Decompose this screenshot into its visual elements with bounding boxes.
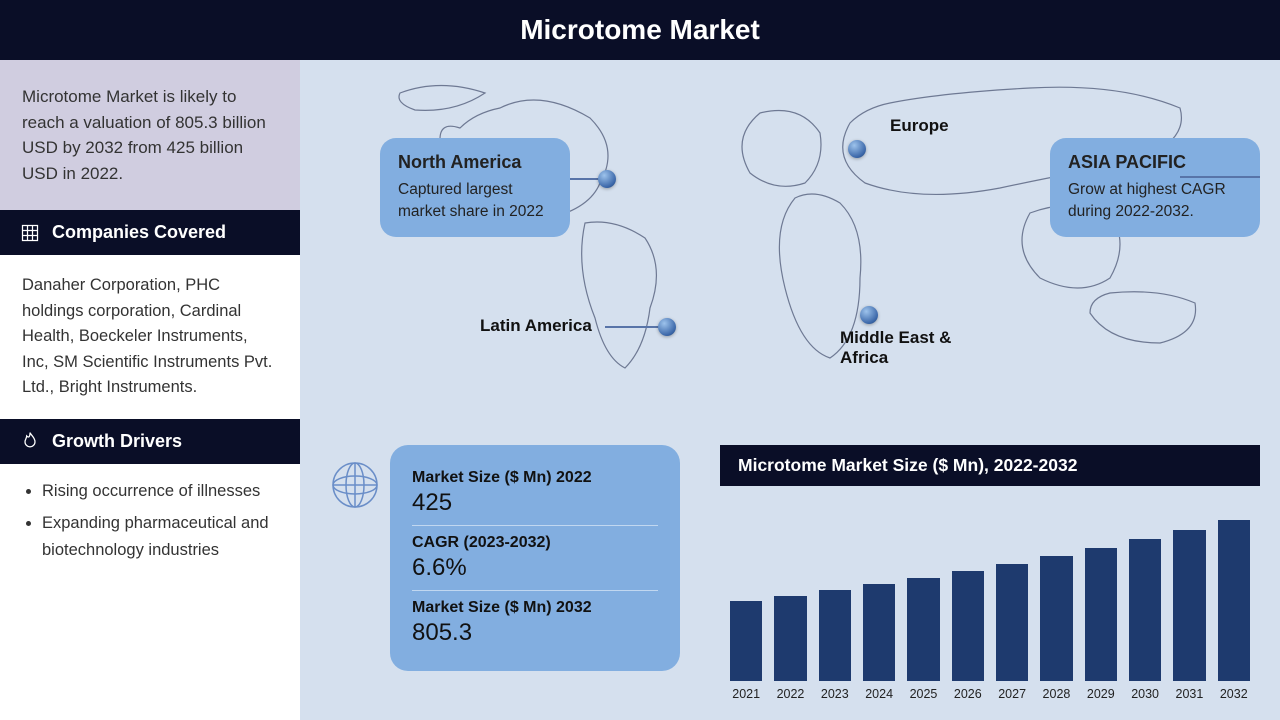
region-title: ASIA PACIFIC [1068,150,1242,175]
sidebar: Microtome Market is likely to reach a va… [0,60,300,720]
stat-value: 425 [412,489,658,517]
region-mea: Middle East & Africa [840,328,970,368]
chart-bar [952,571,984,681]
drivers-list: Rising occurrence of illnesses Expanding… [0,464,300,587]
stat-value: 6.6% [412,554,658,582]
globe-icon [330,460,380,510]
chart-bar [996,564,1028,681]
x-tick-label: 2022 [774,687,806,701]
stat-label: CAGR (2023-2032) [412,534,658,552]
chart-bar [1085,548,1117,681]
stat-label: Market Size ($ Mn) 2022 [412,469,658,487]
x-tick-label: 2029 [1085,687,1117,701]
region-europe: Europe [890,116,949,136]
x-tick-label: 2026 [952,687,984,701]
x-tick-label: 2025 [907,687,939,701]
drivers-head-label: Growth Drivers [52,431,182,452]
map-marker [848,140,866,158]
region-desc: Captured largest market share in 2022 [398,179,552,222]
stat-cagr: CAGR (2023-2032) 6.6% [412,526,658,591]
map-marker [658,318,676,336]
stat-size-2022: Market Size ($ Mn) 2022 425 [412,461,658,526]
region-desc: Grow at highest CAGR during 2022-2032. [1068,179,1242,222]
market-stats-card: Market Size ($ Mn) 2022 425 CAGR (2023-2… [390,445,680,671]
stat-label: Market Size ($ Mn) 2032 [412,599,658,617]
stat-value: 805.3 [412,619,658,647]
x-tick-label: 2021 [730,687,762,701]
x-tick-label: 2028 [1040,687,1072,701]
chart-bar [1040,556,1072,681]
region-latin-america: Latin America [480,316,592,336]
map-connector [605,326,660,328]
chart-bar [730,601,762,681]
companies-header: Companies Covered [0,210,300,255]
map-connector [1180,176,1260,178]
main-area: North America Captured largest market sh… [300,60,1280,720]
x-tick-label: 2023 [819,687,851,701]
region-asia-pacific: ASIA PACIFIC Grow at highest CAGR during… [1050,138,1260,237]
chart-bar [1173,530,1205,681]
world-map: North America Captured largest market sh… [330,68,1260,398]
grid-icon [20,223,40,243]
page-title: Microtome Market [0,0,1280,60]
region-title: North America [398,150,552,175]
market-chart: Microtome Market Size ($ Mn), 2022-2032 … [720,445,1260,701]
stat-size-2032: Market Size ($ Mn) 2032 805.3 [412,591,658,655]
chart-bar [819,590,851,681]
flame-icon [20,431,40,451]
x-tick-label: 2027 [996,687,1028,701]
drivers-header: Growth Drivers [0,419,300,464]
market-summary: Microtome Market is likely to reach a va… [0,60,300,210]
chart-body [720,486,1260,681]
companies-head-label: Companies Covered [52,222,226,243]
x-tick-label: 2032 [1218,687,1250,701]
chart-bar [774,596,806,681]
x-tick-label: 2030 [1129,687,1161,701]
companies-text: Danaher Corporation, PHC holdings corpor… [0,255,300,419]
driver-item: Expanding pharmaceutical and biotechnolo… [42,510,278,563]
map-marker [598,170,616,188]
layout: Microtome Market is likely to reach a va… [0,60,1280,720]
x-tick-label: 2031 [1173,687,1205,701]
region-north-america: North America Captured largest market sh… [380,138,570,237]
chart-x-axis: 2021 2022 2023 2024 2025 2026 2027 2028 2029 2030… [720,681,1260,701]
map-connector [570,178,600,180]
chart-bar [1218,520,1250,681]
chart-bar [907,578,939,681]
chart-bar [1129,539,1161,681]
map-marker [860,306,878,324]
chart-bar [863,584,895,681]
driver-item: Rising occurrence of illnesses [42,478,278,504]
chart-title: Microtome Market Size ($ Mn), 2022-2032 [720,445,1260,486]
x-tick-label: 2024 [863,687,895,701]
